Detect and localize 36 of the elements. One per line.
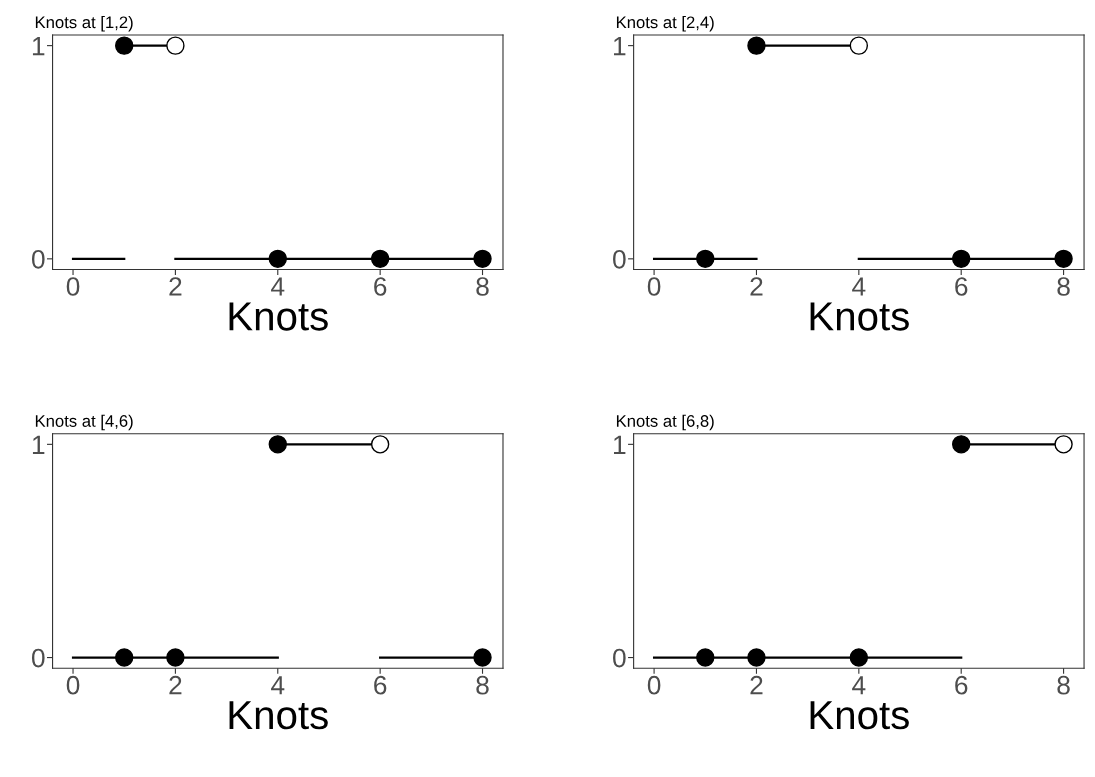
x-axis-title: Knots [810,302,909,331]
x-tick-label: 4 [271,676,285,695]
x-tick-label: 2 [169,277,182,296]
x-tick-label: 0 [66,277,80,296]
x-tick-label: 6 [955,277,968,296]
y-tick-label: 1 [32,435,45,454]
x-tick-label: 4 [852,277,866,296]
chart-title: Knots at [2,4) [616,15,714,32]
x-tick-label: 8 [1057,675,1070,695]
x-tick-label: 8 [1057,277,1070,296]
y-tick-label: 0 [613,249,626,269]
x-tick-label: 0 [647,277,661,296]
x-tick-label: 2 [169,675,182,695]
x-tick-label: 0 [647,675,661,695]
x-tick-label: 0 [66,675,80,695]
y-tick-label: 0 [31,249,45,269]
chart-title: Knots at [1,2) [35,15,133,32]
x-axis-title: Knots [810,701,909,730]
y-tick-label: 1 [614,435,626,454]
x-tick-label: 6 [955,675,968,695]
x-tick-label: 6 [374,675,387,695]
y-tick-label: 0 [613,648,626,668]
y-tick-label: 1 [614,37,626,56]
x-tick-label: 2 [750,277,763,296]
x-tick-label: 8 [476,277,489,296]
y-tick-label: 1 [32,37,45,56]
chart-title: Knots at [4,6) [35,414,133,431]
x-tick-label: 6 [374,277,387,296]
x-axis-title: Knots [229,701,328,730]
x-axis-title: Knots [229,302,328,331]
y-tick-label: 0 [31,648,45,668]
x-tick-label: 4 [852,676,866,695]
chart-title: Knots at [6,8) [616,414,714,431]
x-tick-label: 2 [750,675,763,695]
x-tick-label: 8 [476,675,489,695]
x-tick-label: 4 [271,277,285,296]
